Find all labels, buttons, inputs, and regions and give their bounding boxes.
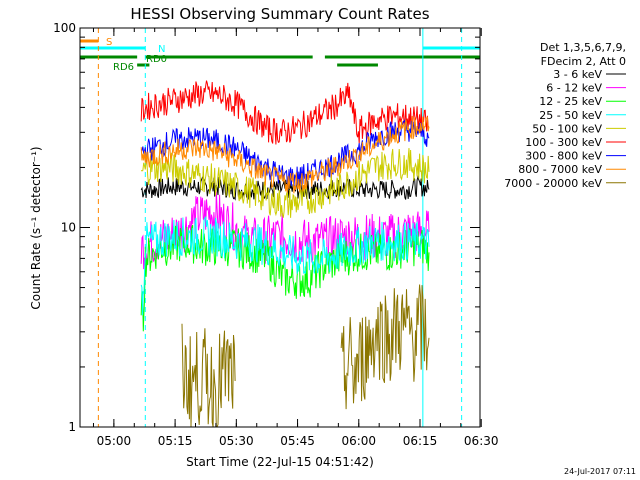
series-line — [140, 215, 430, 316]
x-tick-label: 06:00 — [341, 434, 376, 448]
legend-entry-label: 3 - 6 keV — [553, 68, 602, 81]
y-axis-label: Count Rate (s⁻¹ detector⁻¹) — [29, 146, 43, 309]
legend-entry-label: 7000 - 20000 keV — [504, 177, 602, 190]
series-line — [140, 80, 430, 145]
series-lines — [140, 80, 430, 428]
legend-entry-label: 12 - 25 keV — [539, 95, 602, 108]
y-tick-label: 10 — [61, 221, 76, 235]
x-axis: 05:00 05:15 05:30 05:45 06:00 06:15 06:30 — [92, 28, 499, 448]
series-line — [181, 323, 236, 428]
legend-entry-label: 100 - 300 keV — [525, 136, 602, 149]
legend-entry-label: 25 - 50 keV — [539, 109, 602, 122]
y-axis: 1 10 100 — [53, 21, 480, 434]
flag-label-rd6: RD6 — [113, 62, 134, 73]
legend-entry-label: 6 - 12 keV — [546, 82, 602, 95]
chart-title: HESSI Observing Summary Count Rates — [130, 5, 429, 23]
x-tick-label: 06:30 — [464, 434, 499, 448]
legend-header-line-1: Det 1,3,5,6,7,9, — [540, 41, 626, 54]
legend-header-line-2: FDecim 2, Att 0 — [541, 55, 626, 68]
y-tick-label: 1 — [68, 420, 76, 434]
y-tick-label: 100 — [53, 21, 76, 35]
x-tick-label: 05:30 — [219, 434, 254, 448]
x-tick-label: 05:15 — [158, 434, 193, 448]
series-line — [140, 148, 430, 218]
series-line — [340, 284, 430, 410]
legend: Det 1,3,5,6,7,9, FDecim 2, Att 0 3 - 6 k… — [504, 41, 626, 190]
flag-label-s: S — [106, 37, 112, 48]
series-line — [140, 118, 430, 187]
vertical-markers — [97, 28, 463, 427]
series-line — [140, 115, 430, 194]
x-tick-label: 05:45 — [280, 434, 315, 448]
x-axis-label: Start Time (22-Jul-15 04:51:42) — [186, 455, 374, 469]
flag-label-rd0: RD0 — [146, 54, 167, 65]
x-tick-label: 06:15 — [403, 434, 438, 448]
flag-label-n: N — [158, 44, 165, 55]
legend-entry-label: 300 - 800 keV — [525, 150, 602, 163]
legend-entry-label: 50 - 100 keV — [532, 122, 602, 135]
timestamp: 24-Jul-2017 07:11 — [564, 467, 636, 476]
x-tick-label: 05:00 — [97, 434, 132, 448]
legend-entry-label: 800 - 7000 keV — [518, 163, 602, 176]
